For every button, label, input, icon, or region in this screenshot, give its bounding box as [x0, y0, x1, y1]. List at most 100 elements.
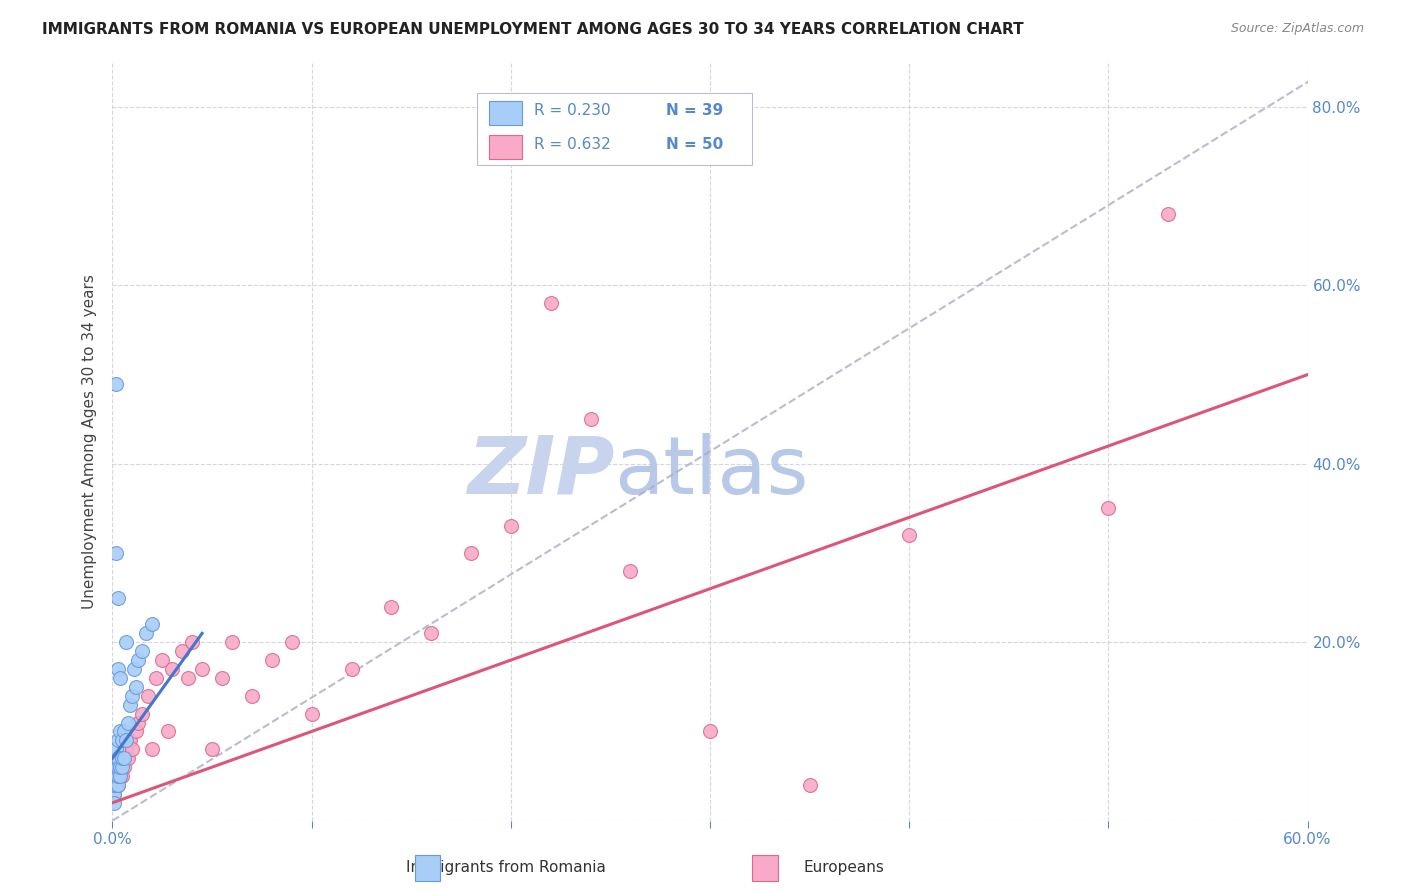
- Point: [138, 689, 160, 703]
- Point: [103, 778, 125, 792]
- Point: [111, 769, 134, 783]
- Point: [121, 742, 143, 756]
- Point: [221, 635, 243, 649]
- Point: [105, 778, 128, 792]
- Point: [117, 715, 139, 730]
- Point: [107, 751, 129, 765]
- Point: [107, 591, 129, 605]
- Point: [131, 706, 153, 721]
- Point: [103, 787, 125, 801]
- Point: [107, 769, 129, 783]
- Point: [111, 751, 134, 765]
- Point: [107, 751, 129, 765]
- FancyBboxPatch shape: [489, 101, 523, 125]
- Point: [105, 760, 128, 774]
- Text: Immigrants from Romania: Immigrants from Romania: [406, 860, 606, 874]
- Point: [103, 769, 125, 783]
- Point: [107, 733, 129, 747]
- FancyBboxPatch shape: [477, 93, 752, 165]
- Y-axis label: Unemployment Among Ages 30 to 34 years: Unemployment Among Ages 30 to 34 years: [82, 274, 97, 609]
- Point: [201, 742, 224, 756]
- Point: [103, 778, 125, 792]
- Point: [105, 546, 128, 560]
- Point: [172, 644, 194, 658]
- Point: [340, 662, 363, 676]
- Point: [114, 724, 135, 739]
- Point: [110, 760, 132, 774]
- Point: [127, 653, 149, 667]
- Point: [107, 778, 129, 792]
- Point: [115, 742, 138, 756]
- Point: [1157, 207, 1180, 221]
- Point: [105, 376, 128, 391]
- Point: [110, 769, 132, 783]
- Point: [103, 796, 125, 810]
- Point: [120, 733, 142, 747]
- Point: [699, 724, 721, 739]
- Point: [127, 715, 149, 730]
- Point: [111, 760, 134, 774]
- Text: atlas: atlas: [614, 433, 808, 511]
- Point: [114, 751, 135, 765]
- Point: [117, 751, 139, 765]
- Point: [145, 671, 167, 685]
- Point: [125, 680, 148, 694]
- Point: [124, 662, 146, 676]
- Point: [898, 528, 921, 542]
- Point: [281, 635, 304, 649]
- Point: [157, 724, 180, 739]
- Point: [105, 751, 128, 765]
- Point: [150, 653, 173, 667]
- Point: [1097, 501, 1119, 516]
- Point: [141, 742, 163, 756]
- Point: [110, 769, 132, 783]
- Point: [114, 760, 135, 774]
- Text: N = 50: N = 50: [666, 137, 723, 152]
- Text: Europeans: Europeans: [803, 860, 884, 874]
- Point: [181, 635, 204, 649]
- Point: [120, 698, 142, 712]
- Point: [141, 617, 163, 632]
- Point: [240, 689, 263, 703]
- Point: [115, 635, 138, 649]
- Point: [111, 733, 134, 747]
- Text: N = 39: N = 39: [666, 103, 723, 118]
- Point: [105, 769, 128, 783]
- Point: [115, 733, 138, 747]
- Point: [619, 564, 641, 578]
- Point: [110, 760, 132, 774]
- Text: R = 0.632: R = 0.632: [534, 137, 612, 152]
- Point: [111, 751, 134, 765]
- Point: [177, 671, 200, 685]
- Point: [107, 778, 129, 792]
- Point: [131, 644, 153, 658]
- Point: [799, 778, 821, 792]
- Point: [107, 760, 129, 774]
- Point: [107, 769, 129, 783]
- Point: [460, 546, 482, 560]
- Point: [420, 626, 443, 640]
- Text: Source: ZipAtlas.com: Source: ZipAtlas.com: [1230, 22, 1364, 36]
- Text: IMMIGRANTS FROM ROMANIA VS EUROPEAN UNEMPLOYMENT AMONG AGES 30 TO 34 YEARS CORRE: IMMIGRANTS FROM ROMANIA VS EUROPEAN UNEM…: [42, 22, 1024, 37]
- Point: [121, 689, 143, 703]
- Point: [301, 706, 323, 721]
- Point: [211, 671, 233, 685]
- Point: [499, 519, 522, 533]
- Point: [540, 296, 562, 310]
- Point: [105, 742, 128, 756]
- Point: [380, 599, 402, 614]
- FancyBboxPatch shape: [489, 135, 523, 159]
- Point: [103, 760, 125, 774]
- Text: ZIP: ZIP: [467, 433, 614, 511]
- Point: [260, 653, 283, 667]
- Point: [579, 412, 602, 426]
- Point: [103, 787, 125, 801]
- Point: [105, 769, 128, 783]
- Point: [110, 671, 132, 685]
- Point: [105, 760, 128, 774]
- Point: [125, 724, 148, 739]
- Point: [107, 662, 129, 676]
- Point: [135, 626, 157, 640]
- Text: R = 0.230: R = 0.230: [534, 103, 612, 118]
- Point: [191, 662, 214, 676]
